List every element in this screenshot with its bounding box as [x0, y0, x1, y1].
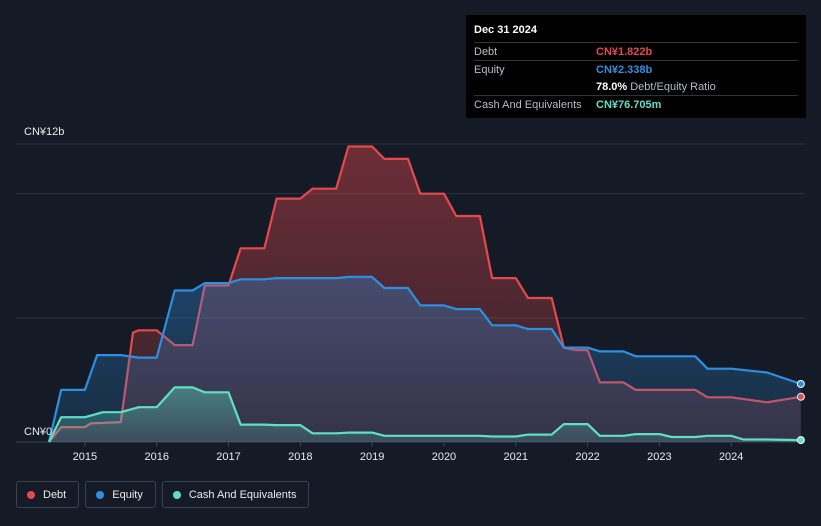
- tooltip-row-cash: Cash And Equivalents CN¥76.705m: [474, 95, 798, 113]
- x-tick-label-2021: 2021: [504, 451, 528, 463]
- tooltip-ratio-label: Debt/Equity Ratio: [630, 80, 716, 93]
- legend-dot-debt: [27, 490, 35, 499]
- legend-label-cash: Cash And Equivalents: [188, 488, 297, 501]
- tooltip-debt-label: Debt: [474, 45, 498, 58]
- equity-line: [47, 275, 802, 443]
- tooltip-row-ratio: 78.0% Debt/Equity Ratio: [474, 78, 798, 95]
- legend-dot-cash: [172, 490, 181, 499]
- cash-line: [48, 386, 801, 443]
- tooltip-cash-value: CN¥76.705m: [596, 98, 662, 111]
- legend-item-cash[interactable]: Cash And Equivalents: [161, 481, 310, 508]
- x-tick-label-2022: 2022: [575, 451, 599, 463]
- x-axis: 2015 2016 2017 2018 2019 2020 2021 2022 2023 2024: [73, 442, 743, 463]
- series-layer: [47, 145, 805, 445]
- x-tick-label-2017: 2017: [216, 451, 240, 463]
- data-tooltip: Dec 31 2024 Debt CN¥1.822b Equity CN¥2.3…: [466, 15, 806, 118]
- equity-endpoint: [796, 379, 805, 388]
- x-tick-label-2023: 2023: [647, 451, 671, 463]
- tooltip-date: Dec 31 2024: [474, 24, 537, 36]
- tooltip-debt-value: CN¥1.822b: [596, 45, 653, 58]
- tooltip-equity-value: CN¥2.338b: [596, 63, 653, 76]
- tooltip-cash-label: Cash And Equivalents: [474, 98, 582, 111]
- legend-label-equity: Equity: [112, 488, 143, 501]
- x-tick-label-2020: 2020: [432, 451, 456, 463]
- tooltip-equity-label: Equity: [474, 63, 505, 76]
- tooltip-ratio-value: 78.0%: [596, 80, 628, 93]
- y-axis-zero-label: CN¥0: [24, 426, 52, 438]
- cash-endpoint: [796, 436, 805, 445]
- equity-area: [49, 276, 801, 442]
- x-tick-label-2019: 2019: [360, 451, 384, 463]
- y-axis-top-label: CN¥12b: [24, 126, 64, 138]
- legend-item-debt[interactable]: Debt: [16, 481, 80, 508]
- tooltip-row-debt: Debt CN¥1.822b: [474, 42, 798, 60]
- x-tick-label-2024: 2024: [719, 451, 743, 463]
- legend-label-debt: Debt: [43, 488, 67, 501]
- legend-dot-equity: [96, 490, 105, 499]
- tooltip-row-equity: Equity CN¥2.338b: [474, 60, 798, 78]
- legend-item-equity[interactable]: Equity: [85, 481, 156, 508]
- x-tick-label-2015: 2015: [73, 451, 97, 463]
- chart-legend: Debt Equity Cash And Equivalents: [16, 481, 310, 508]
- x-tick-label-2016: 2016: [144, 451, 168, 463]
- x-tick-label-2018: 2018: [288, 451, 312, 463]
- cash-area: [49, 387, 801, 442]
